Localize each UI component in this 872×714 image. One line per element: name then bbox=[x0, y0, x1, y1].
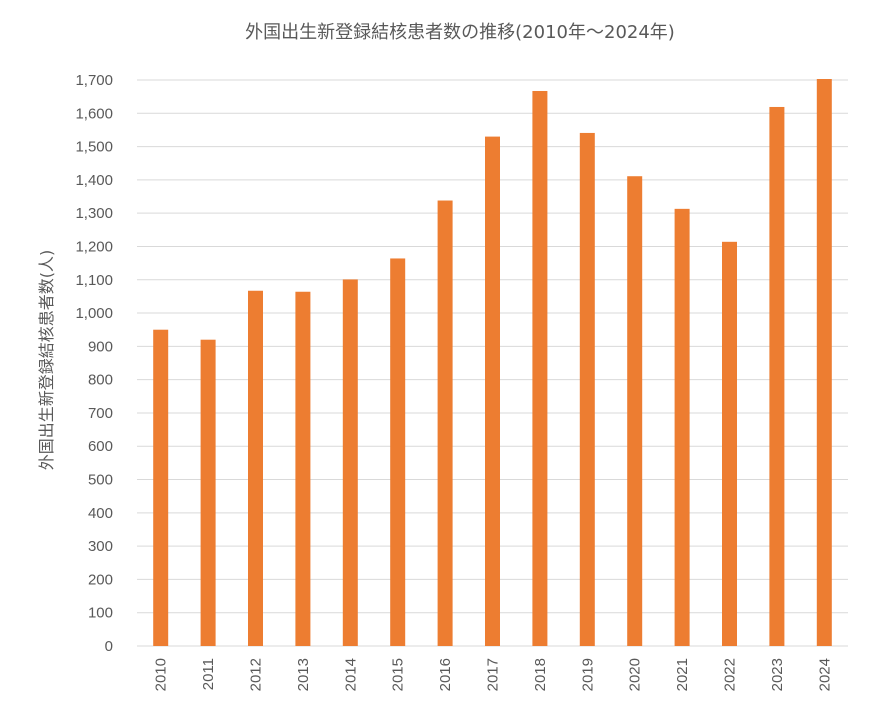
x-tick-label: 2022 bbox=[722, 658, 739, 691]
bar-2018 bbox=[532, 90, 548, 646]
bar-2023 bbox=[769, 106, 785, 646]
y-tick-label: 600 bbox=[88, 438, 113, 455]
bar-2015 bbox=[390, 258, 406, 646]
y-tick-labels: 0 100 200 300 400 500 600 700 800 900 1,000 1,100 1,… bbox=[75, 72, 113, 655]
x-tick-label: 2024 bbox=[816, 658, 833, 691]
y-tick-label: 1,500 bbox=[75, 139, 113, 156]
x-tick-label: 2020 bbox=[627, 658, 644, 691]
chart-title: 外国出生新登録結核患者数の推移(2010年〜2024年) bbox=[245, 22, 675, 43]
x-tick-label: 2018 bbox=[532, 658, 549, 691]
y-axis-label: 外国出生新登録結核患者数(人) bbox=[37, 250, 56, 471]
bar-2021 bbox=[674, 208, 690, 646]
y-tick-label: 900 bbox=[88, 338, 113, 355]
y-tick-label: 0 bbox=[105, 638, 113, 655]
x-tick-label: 2013 bbox=[295, 658, 312, 691]
y-tick-label: 1,700 bbox=[75, 72, 113, 89]
bar-2017 bbox=[485, 136, 500, 646]
bar-2011 bbox=[200, 339, 216, 646]
y-tick-label: 300 bbox=[88, 538, 113, 555]
x-tick-label: 2012 bbox=[248, 658, 265, 691]
x-tick-label: 2019 bbox=[579, 658, 596, 691]
x-tick-label: 2021 bbox=[674, 658, 691, 691]
y-tick-label: 1,100 bbox=[75, 272, 113, 289]
y-tick-label: 700 bbox=[88, 405, 113, 422]
y-tick-label: 400 bbox=[88, 505, 113, 522]
x-tick-label: 2011 bbox=[200, 658, 217, 690]
x-tick-labels: 2010 2011 2012 2013 2014 2015 2016 2017 2018 2019… bbox=[153, 658, 834, 691]
bars bbox=[153, 79, 832, 647]
x-tick-label: 2014 bbox=[342, 658, 359, 691]
bar-2022 bbox=[722, 241, 737, 646]
bar-2024 bbox=[816, 79, 832, 647]
bar-2020 bbox=[627, 176, 643, 646]
y-tick-label: 1,600 bbox=[75, 105, 113, 122]
x-tick-label: 2015 bbox=[390, 658, 407, 691]
bar-2014 bbox=[342, 279, 358, 646]
x-tick-label: 2016 bbox=[437, 658, 454, 691]
y-tick-label: 1,000 bbox=[75, 305, 113, 322]
y-tick-label: 1,300 bbox=[75, 205, 113, 222]
bar-2016 bbox=[437, 200, 453, 646]
y-tick-label: 1,200 bbox=[75, 238, 113, 255]
bar-2012 bbox=[248, 290, 263, 646]
y-tick-label: 500 bbox=[88, 472, 113, 489]
y-tick-label: 800 bbox=[88, 372, 113, 389]
y-tick-label: 100 bbox=[88, 605, 113, 622]
y-tick-label: 1,400 bbox=[75, 172, 113, 189]
bar-2010 bbox=[153, 329, 169, 646]
x-tick-label: 2017 bbox=[485, 658, 502, 691]
x-tick-label: 2010 bbox=[153, 658, 170, 691]
bar-2013 bbox=[295, 291, 311, 646]
y-tick-label: 200 bbox=[88, 571, 113, 588]
bar-2019 bbox=[579, 132, 595, 647]
x-tick-label: 2023 bbox=[769, 658, 786, 691]
